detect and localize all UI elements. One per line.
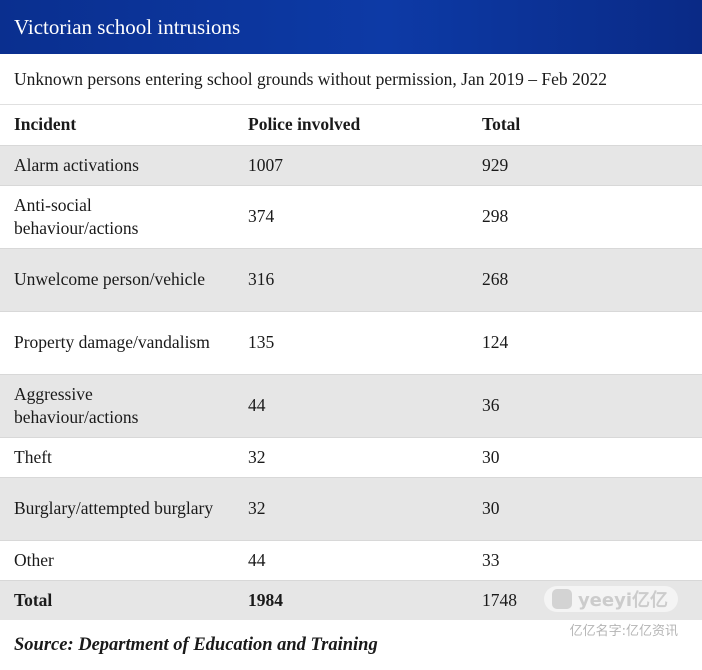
police-cell: 44 [248,395,266,415]
police-cell: 316 [248,269,275,289]
total-cell: 124 [482,332,509,352]
incident-cell: Unwelcome person/vehicle [14,269,205,289]
incident-cell: Theft [14,446,52,467]
table-title-bar: Victorian school intrusions [0,0,702,54]
watermark-caption: 亿亿名字:亿亿资讯 [569,624,678,639]
watermark-logo-text: yeeyi亿亿 [577,590,668,611]
intrusions-table: Incident Police involved Total Alarm act… [0,105,702,620]
incident-cell: Property damage/vandalism [14,332,210,352]
table-subtitle: Unknown persons entering school grounds … [0,54,702,105]
table-row: Alarm activations 1007 929 [0,145,702,185]
incident-cell: Other [14,549,54,570]
table-row: Aggressive behaviour/actions 44 36 [0,374,702,437]
total-cell: 30 [482,498,500,518]
watermark-badge-icon [551,589,572,609]
police-cell: 32 [248,498,266,518]
incident-cell: Aggressive behaviour/actions [14,383,139,427]
table-row: Burglary/attempted burglary 32 30 [0,477,702,540]
watermark-logo: yeeyi亿亿 [543,586,678,612]
table-row: Anti-social behaviour/actions 374 298 [0,185,702,248]
total-police-cell: 1984 [248,589,283,610]
table-row: Unwelcome person/vehicle 316 268 [0,248,702,311]
table-row: Other 44 33 [0,540,702,580]
police-cell: 374 [248,206,275,226]
police-cell: 135 [248,332,275,352]
table-row: Property damage/vandalism 135 124 [0,311,702,374]
police-cell: 1007 [248,154,283,175]
total-cell: 929 [482,154,509,175]
header-row: Incident Police involved Total [0,105,702,145]
total-cell: 30 [482,446,500,467]
total-cell: 268 [482,269,509,289]
total-label-cell: Total [14,589,53,610]
column-header-incident: Incident [14,114,77,135]
table-row: Theft 32 30 [0,437,702,477]
total-total-cell: 1748 [482,589,517,610]
incident-cell: Burglary/attempted burglary [14,498,214,518]
column-header-total: Total [482,114,521,135]
column-header-police: Police involved [248,114,361,135]
total-cell: 36 [482,395,500,415]
incident-cell: Anti-social behaviour/actions [14,194,139,238]
total-cell: 298 [482,206,509,226]
total-cell: 33 [482,549,500,570]
table-title: Victorian school intrusions [14,14,241,39]
police-cell: 32 [248,446,266,467]
incident-cell: Alarm activations [14,154,139,175]
source-note: Source: Department of Education and Trai… [14,634,378,655]
police-cell: 44 [248,549,266,570]
